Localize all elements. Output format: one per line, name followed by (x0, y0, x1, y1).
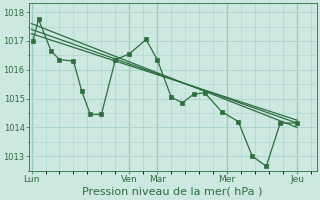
X-axis label: Pression niveau de la mer( hPa ): Pression niveau de la mer( hPa ) (83, 187, 263, 197)
